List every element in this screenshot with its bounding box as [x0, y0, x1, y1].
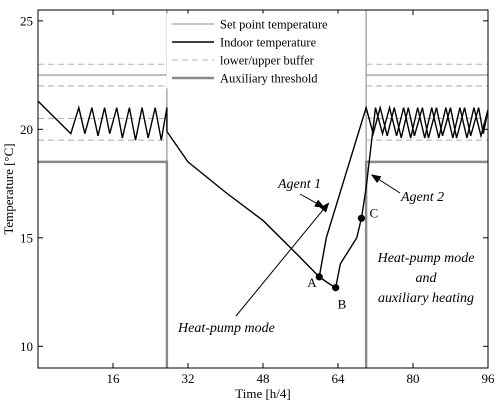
y-tick-label-15: 15: [20, 230, 33, 245]
legend-label-indoor-temperature: Indoor temperature: [220, 36, 317, 50]
series-auxiliary-threshold: [38, 160, 488, 368]
annotation-text-3-1: and: [416, 271, 438, 286]
annotation-arrow-2: [235, 202, 330, 317]
axis-layer: 16 32 48 64 80 96 10 15 20 25: [20, 10, 495, 386]
legend-label-lower-upper-buffer: lower/upper buffer: [220, 54, 315, 68]
y-axis-label: Temperature [°C]: [1, 143, 16, 234]
annotation-text-1: Agent 2: [400, 190, 444, 205]
annotation-arrow-1: [370, 174, 401, 194]
series-line-auxiliary-threshold-1: [364, 160, 488, 368]
marker-label-b: B: [338, 297, 347, 312]
legend-box: [166, 13, 363, 89]
y-tick-label-10: 10: [20, 339, 33, 354]
annotation-text-3-2: auxiliary heating: [378, 291, 474, 306]
series-agent-2: [318, 104, 488, 289]
x-tick-label-32: 32: [182, 371, 195, 386]
x-tick-label-48: 48: [257, 371, 270, 386]
x-tick-label-96: 96: [482, 371, 496, 386]
series-agent-1: [318, 104, 488, 277]
marker-label-c: C: [369, 205, 378, 220]
series-layer: [38, 10, 488, 368]
series-line-agent-2-0: [318, 104, 488, 289]
x-axis-label: Time [h/4]: [235, 386, 291, 401]
series-line-indoor-temperature-morning-0: [38, 100, 168, 141]
legend-label-auxiliary-threshold: Auxiliary threshold: [220, 72, 318, 86]
marker-point-a: [315, 273, 323, 281]
x-tick-label-64: 64: [332, 371, 346, 386]
series-line-set-point-temperature-0: [38, 10, 168, 76]
y-tick-label-20: 20: [20, 122, 33, 137]
series-indoor-temperature-morning: [38, 100, 168, 141]
annotation-text-0: Agent 1: [277, 177, 321, 192]
series-line-indoor-temperature-cooling-0: [166, 131, 320, 278]
annotation-arrow-0: [299, 193, 325, 208]
legend: Set point temperature Indoor temperature l…: [166, 13, 363, 89]
legend-label-set-point-temperature: Set point temperature: [220, 18, 328, 32]
annotation-text-3-0: Heat-pump mode: [377, 251, 475, 266]
y-tick-label-25: 25: [20, 13, 33, 28]
marker-label-a: A: [307, 275, 317, 290]
marker-layer: A B C: [307, 205, 378, 311]
x-tick-label-16: 16: [107, 371, 121, 386]
series-line-agent-1-0: [318, 104, 488, 277]
marker-point-b: [332, 284, 340, 292]
annotation-layer: Agent 1 Agent 2 Heat-pump mode Heat-pump mo…: [177, 174, 475, 336]
series-line-auxiliary-threshold-0: [38, 160, 169, 368]
x-tick-label-80: 80: [407, 371, 420, 386]
series-indoor-temperature-cooling: [166, 131, 320, 278]
marker-point-c: [357, 214, 366, 222]
annotation-text-2: Heat-pump mode: [177, 321, 275, 336]
